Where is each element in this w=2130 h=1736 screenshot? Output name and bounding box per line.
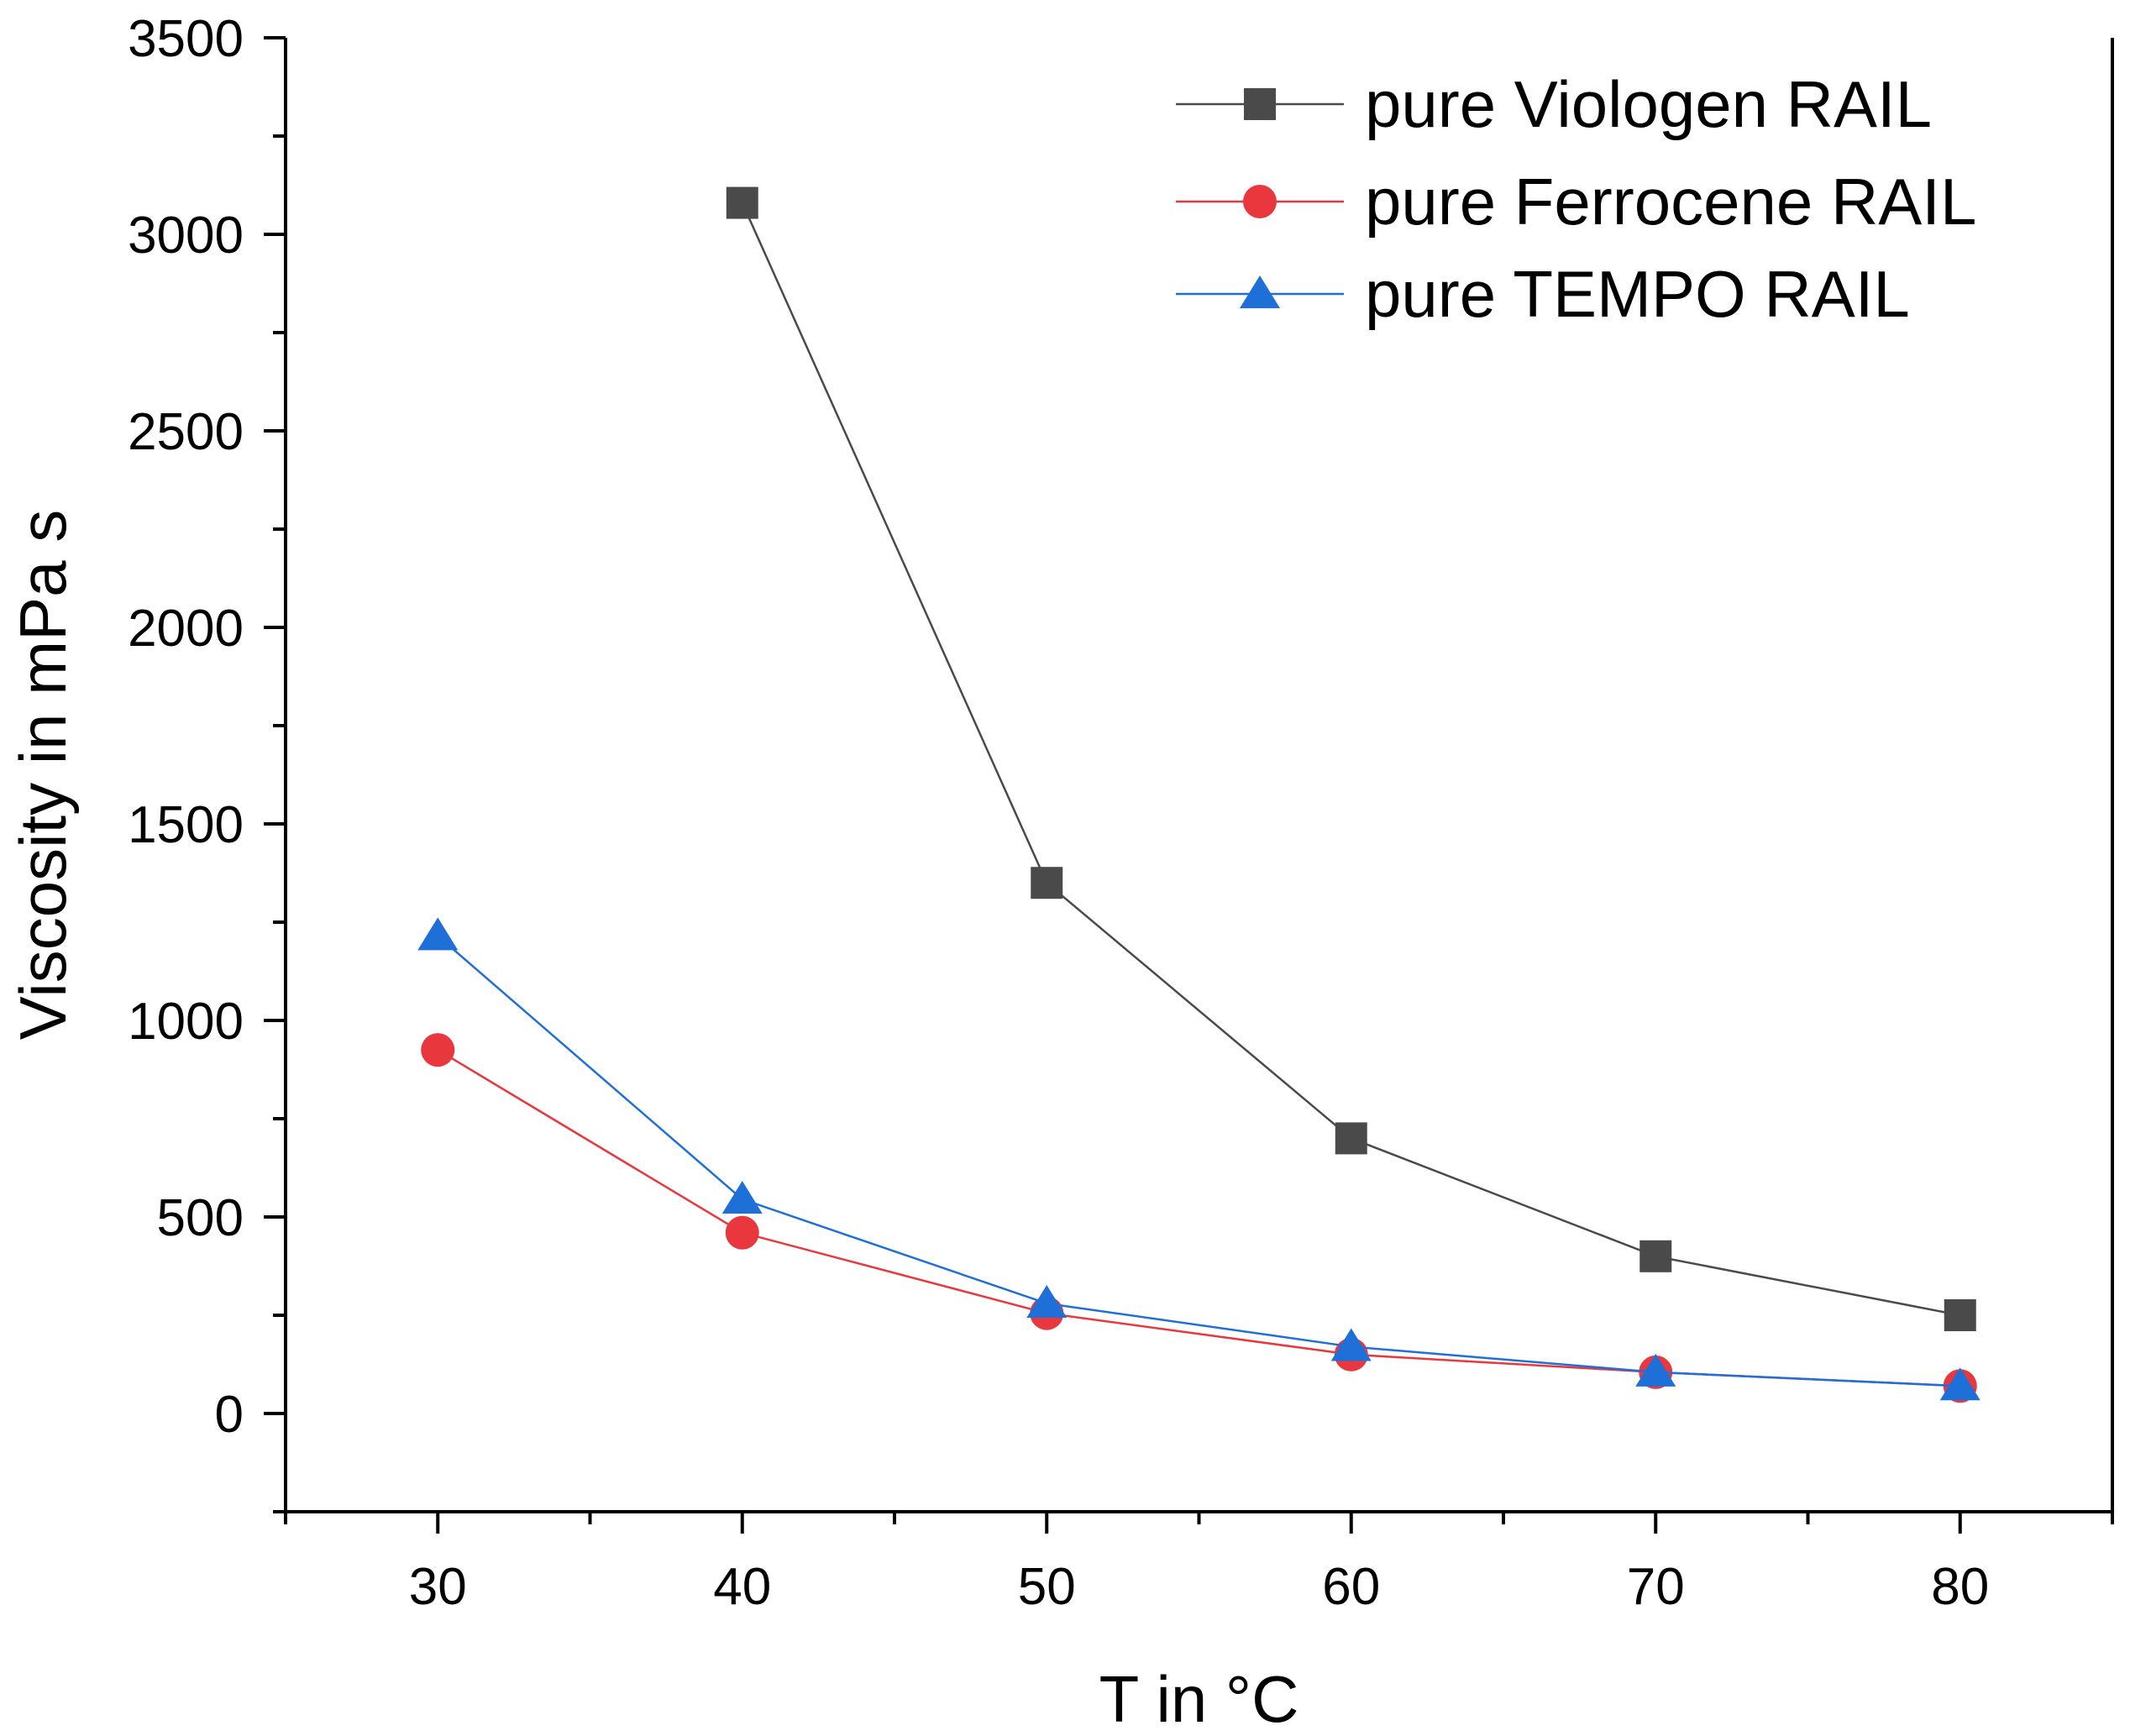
- data-point: [725, 1215, 759, 1250]
- legend: pure Viologen RAIL pure Ferrocene RAIL pur…: [1176, 67, 1976, 331]
- series-line: [437, 1049, 1960, 1387]
- data-point: [726, 186, 758, 219]
- y-tick-label: 0: [215, 1386, 244, 1444]
- data-point: [1026, 1284, 1068, 1318]
- y-tick-label: 500: [157, 1189, 244, 1247]
- y-tick-label: 2500: [128, 403, 244, 461]
- legend-marker: [1240, 275, 1280, 308]
- legend-label: pure Viologen RAIL: [1365, 67, 1932, 141]
- x-tick-label: 60: [1322, 1558, 1380, 1616]
- x-axis-title: T in °C: [1099, 1662, 1299, 1736]
- y-axis-title: Viscosity in mPa s: [6, 510, 80, 1040]
- plot-series: [417, 186, 1980, 1403]
- legend-label: pure TEMPO RAIL: [1365, 257, 1910, 331]
- series-group: [726, 186, 1976, 1331]
- data-point: [1335, 1122, 1367, 1155]
- x-tick-label: 40: [713, 1558, 771, 1616]
- y-tick-label: 3500: [128, 10, 244, 68]
- series-group: [417, 917, 1980, 1401]
- x-tick-label: 50: [1018, 1558, 1076, 1616]
- data-point: [721, 1180, 763, 1214]
- y-tick-label: 3000: [128, 207, 244, 265]
- axes: 30 40 50 60 70 80 0 500 1000 1500 2000 2500 3000 3500: [128, 10, 2114, 1616]
- series-group: [421, 1033, 1977, 1403]
- data-point: [417, 917, 459, 951]
- legend-label: pure Ferrocene RAIL: [1365, 165, 1976, 239]
- data-point: [1635, 1353, 1676, 1387]
- y-tick-label: 1500: [128, 796, 244, 854]
- legend-marker: [1243, 185, 1277, 218]
- data-point: [1639, 1240, 1672, 1272]
- data-point: [1939, 1367, 1980, 1401]
- y-tick-label: 1000: [128, 993, 244, 1051]
- data-point: [1031, 867, 1063, 899]
- data-point: [1330, 1328, 1372, 1361]
- x-tick-label: 30: [409, 1558, 467, 1616]
- x-tick-label: 70: [1627, 1558, 1685, 1616]
- data-point: [1944, 1299, 1976, 1331]
- legend-marker: [1244, 88, 1276, 120]
- y-tick-label: 2000: [128, 600, 244, 658]
- x-tick-label: 80: [1931, 1558, 1989, 1616]
- data-point: [421, 1033, 455, 1067]
- series-line: [437, 935, 1960, 1387]
